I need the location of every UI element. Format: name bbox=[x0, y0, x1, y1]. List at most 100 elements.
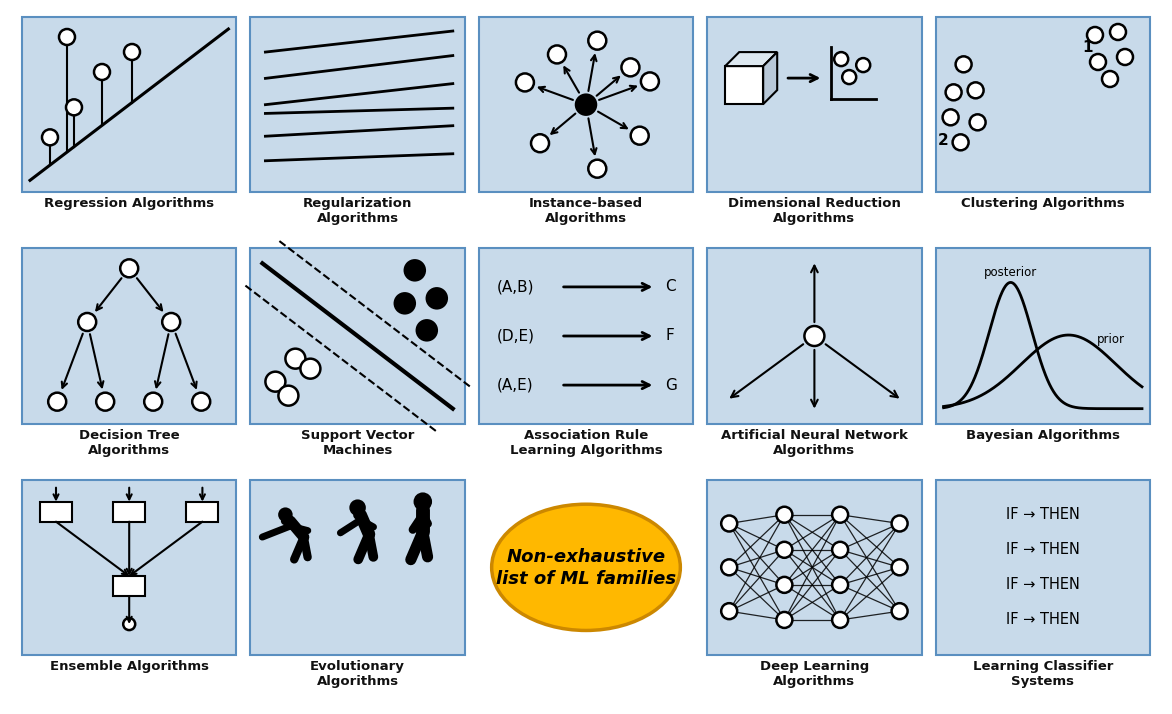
Circle shape bbox=[834, 52, 849, 66]
Text: Decision Tree
Algorithms: Decision Tree Algorithms bbox=[79, 428, 179, 457]
Circle shape bbox=[548, 46, 566, 64]
Circle shape bbox=[892, 559, 907, 575]
Bar bbox=[114, 502, 145, 522]
Circle shape bbox=[415, 493, 431, 510]
Circle shape bbox=[94, 64, 110, 80]
Circle shape bbox=[832, 612, 849, 628]
Circle shape bbox=[969, 114, 986, 131]
FancyBboxPatch shape bbox=[707, 480, 921, 655]
Circle shape bbox=[162, 313, 180, 331]
FancyBboxPatch shape bbox=[22, 248, 237, 423]
Text: Deep Learning
Algorithms: Deep Learning Algorithms bbox=[759, 660, 868, 688]
Circle shape bbox=[286, 348, 306, 368]
Circle shape bbox=[1086, 27, 1103, 43]
FancyBboxPatch shape bbox=[935, 248, 1150, 423]
Circle shape bbox=[955, 56, 972, 72]
Bar bbox=[186, 502, 218, 522]
Ellipse shape bbox=[492, 504, 680, 630]
Circle shape bbox=[588, 31, 606, 50]
Text: G: G bbox=[666, 378, 677, 393]
Circle shape bbox=[804, 326, 824, 346]
Text: IF → THEN: IF → THEN bbox=[1006, 507, 1079, 522]
Text: list of ML families: list of ML families bbox=[496, 570, 676, 588]
Circle shape bbox=[123, 618, 135, 630]
Text: Evolutionary
Algorithms: Evolutionary Algorithms bbox=[311, 660, 406, 688]
Polygon shape bbox=[725, 52, 777, 66]
Circle shape bbox=[1110, 24, 1126, 40]
Circle shape bbox=[121, 259, 138, 277]
Circle shape bbox=[96, 393, 114, 411]
Circle shape bbox=[968, 82, 983, 99]
Circle shape bbox=[776, 542, 792, 558]
FancyBboxPatch shape bbox=[935, 480, 1150, 655]
Bar bbox=[725, 66, 763, 104]
FancyBboxPatch shape bbox=[479, 248, 693, 423]
Circle shape bbox=[404, 261, 424, 281]
Circle shape bbox=[79, 313, 96, 331]
Circle shape bbox=[395, 293, 415, 313]
Circle shape bbox=[721, 559, 737, 575]
Circle shape bbox=[942, 109, 959, 126]
Text: IF → THEN: IF → THEN bbox=[1006, 578, 1079, 593]
Circle shape bbox=[857, 58, 870, 72]
Text: Artificial Neural Network
Algorithms: Artificial Neural Network Algorithms bbox=[721, 428, 908, 457]
Circle shape bbox=[427, 288, 447, 308]
Text: 2: 2 bbox=[939, 133, 949, 148]
FancyBboxPatch shape bbox=[707, 248, 921, 423]
Circle shape bbox=[953, 134, 968, 151]
Text: IF → THEN: IF → THEN bbox=[1006, 613, 1079, 628]
Text: Learning Classifier
Systems: Learning Classifier Systems bbox=[973, 660, 1113, 688]
Text: Dimensional Reduction
Algorithms: Dimensional Reduction Algorithms bbox=[728, 197, 901, 226]
Circle shape bbox=[588, 160, 606, 178]
Circle shape bbox=[631, 126, 648, 145]
Text: Clustering Algorithms: Clustering Algorithms bbox=[961, 197, 1125, 211]
Circle shape bbox=[721, 603, 737, 619]
Circle shape bbox=[279, 508, 292, 521]
FancyBboxPatch shape bbox=[251, 248, 465, 423]
Circle shape bbox=[721, 516, 737, 531]
Circle shape bbox=[892, 516, 907, 531]
Circle shape bbox=[300, 358, 320, 378]
Text: C: C bbox=[666, 279, 676, 294]
Circle shape bbox=[832, 542, 849, 558]
Bar bbox=[40, 502, 71, 522]
Circle shape bbox=[417, 321, 437, 341]
FancyBboxPatch shape bbox=[251, 17, 465, 192]
Text: (A,E): (A,E) bbox=[497, 378, 533, 393]
Text: prior: prior bbox=[1097, 333, 1124, 346]
FancyBboxPatch shape bbox=[935, 17, 1150, 192]
Text: posterior: posterior bbox=[984, 266, 1037, 279]
Circle shape bbox=[192, 393, 210, 411]
Circle shape bbox=[66, 99, 82, 116]
Circle shape bbox=[832, 507, 849, 523]
Circle shape bbox=[1090, 54, 1106, 70]
Circle shape bbox=[641, 72, 659, 91]
FancyBboxPatch shape bbox=[479, 17, 693, 192]
Circle shape bbox=[946, 84, 961, 101]
Circle shape bbox=[1117, 49, 1133, 65]
Circle shape bbox=[42, 129, 57, 146]
Text: F: F bbox=[666, 328, 674, 343]
Text: Regularization
Algorithms: Regularization Algorithms bbox=[302, 197, 413, 226]
Circle shape bbox=[516, 74, 534, 91]
Text: Regression Algorithms: Regression Algorithms bbox=[45, 197, 214, 211]
FancyBboxPatch shape bbox=[22, 480, 237, 655]
Text: Support Vector
Machines: Support Vector Machines bbox=[301, 428, 414, 457]
Circle shape bbox=[776, 507, 792, 523]
Circle shape bbox=[832, 577, 849, 593]
Circle shape bbox=[621, 59, 640, 76]
Text: Instance-based
Algorithms: Instance-based Algorithms bbox=[529, 197, 643, 226]
Circle shape bbox=[48, 393, 66, 411]
Polygon shape bbox=[763, 52, 777, 104]
Text: Non-exhaustive: Non-exhaustive bbox=[506, 548, 666, 566]
FancyBboxPatch shape bbox=[22, 17, 237, 192]
Circle shape bbox=[776, 577, 792, 593]
Circle shape bbox=[892, 603, 907, 619]
FancyBboxPatch shape bbox=[251, 480, 465, 655]
Circle shape bbox=[144, 393, 162, 411]
Circle shape bbox=[279, 386, 299, 406]
FancyBboxPatch shape bbox=[707, 17, 921, 192]
Text: Association Rule
Learning Algorithms: Association Rule Learning Algorithms bbox=[510, 428, 662, 457]
Bar bbox=[114, 576, 145, 596]
Circle shape bbox=[59, 29, 75, 45]
